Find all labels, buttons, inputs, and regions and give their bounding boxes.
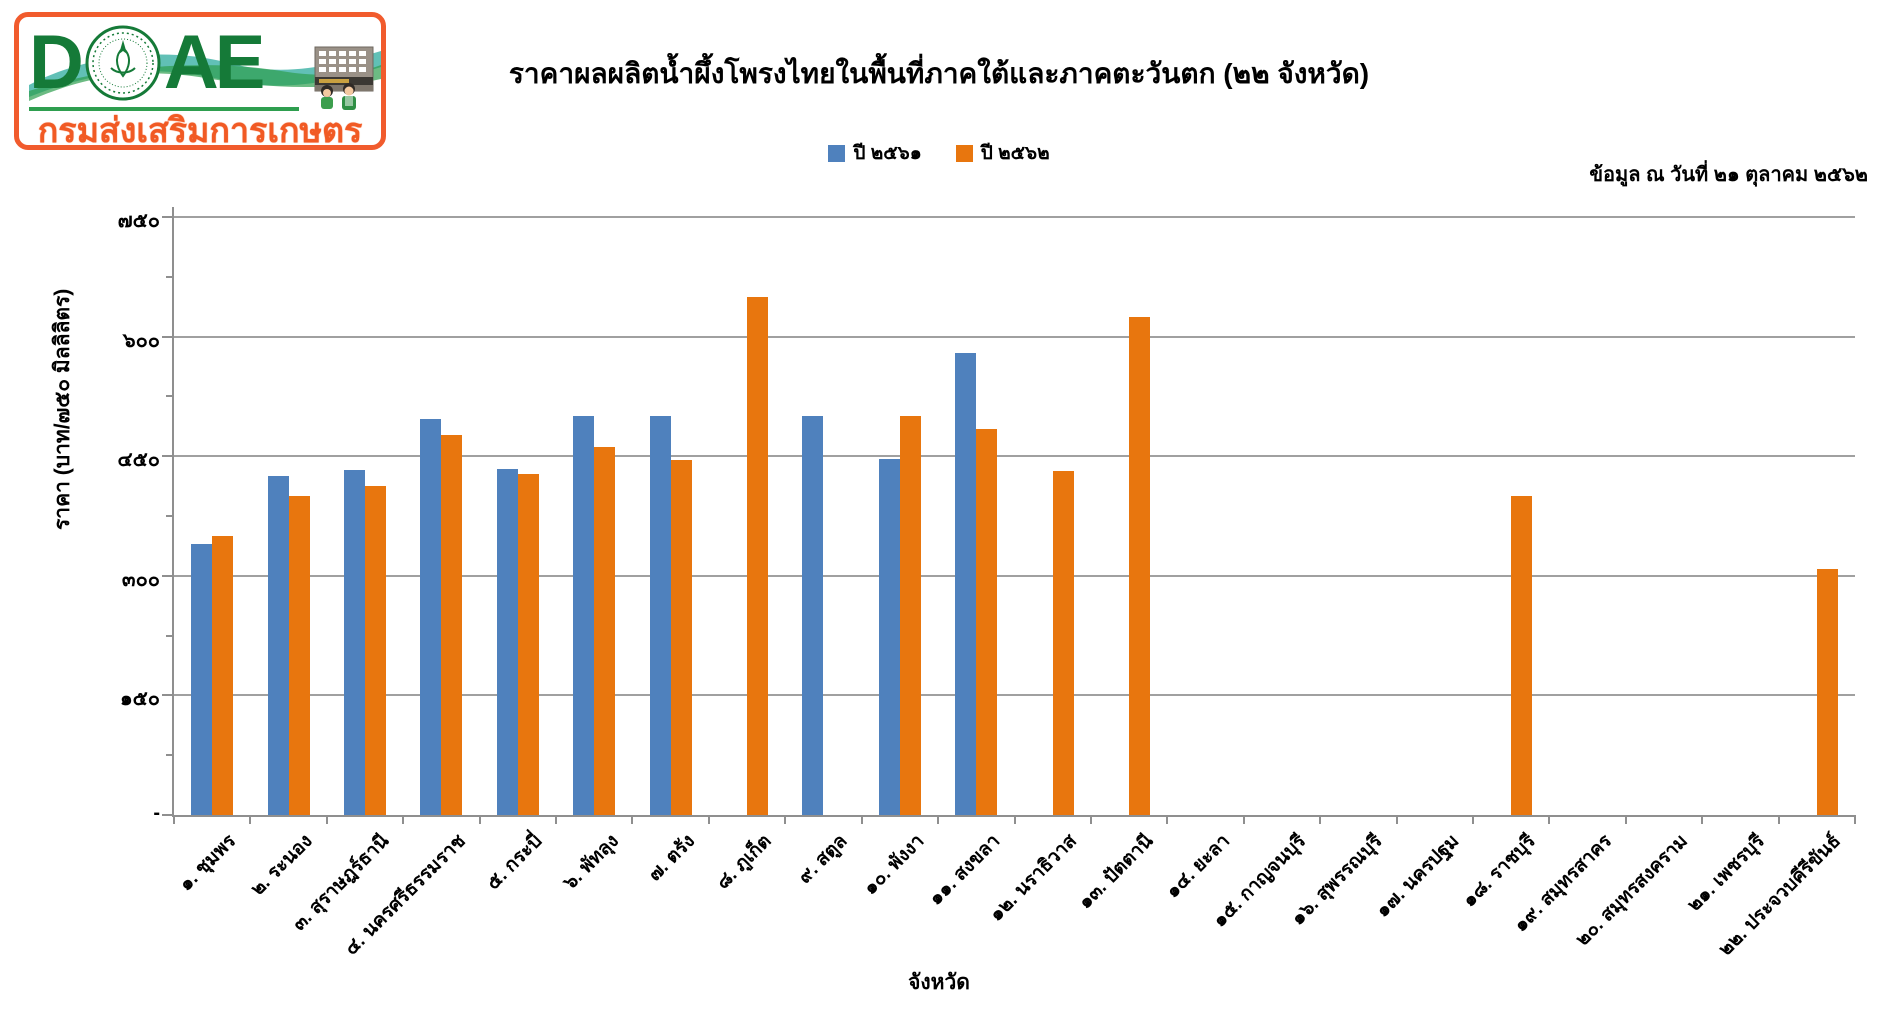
x-axis-tick [784,815,787,824]
legend-swatch-2561 [828,144,846,162]
x-axis-tick [249,815,252,824]
chart-title: ราคาผลผลิตน้ำผึ้งโพรงไทยในพื้นที่ภาคใต้แ… [508,58,1370,89]
y-axis-line [172,207,174,817]
legend-item-2562: ปี ๒๕๖๒ [955,138,1050,168]
y-axis-tick [166,395,174,398]
x-axis-tick [631,815,634,824]
legend-label-2562: ปี ๒๕๖๒ [980,143,1050,164]
y-tick-label-750: ๗๕๐ [117,210,160,232]
y-axis-tick [166,275,174,278]
y-tick-label-0: - [153,802,160,824]
y-axis-tick [162,814,174,816]
legend-item-2561: ปี ๒๕๖๑ [828,138,922,168]
y-axis-tick [162,335,174,338]
x-axis-tick [1624,815,1627,824]
bar-y2562-12 [1052,470,1074,815]
y-axis-tick [162,574,174,577]
x-axis-tick [1319,815,1322,824]
logo-building-icon [314,46,374,110]
bar-y2562-11 [976,429,998,815]
bar-y2562-6 [594,447,616,815]
bar-y2561-2 [267,476,289,815]
x-axis-tick [1013,815,1016,824]
logo-mascots [321,83,356,110]
x-axis-tick [1089,815,1092,824]
bar-y2562-8 [747,296,769,815]
x-axis-tick [707,815,710,824]
x-axis-tick [402,815,405,824]
y-axis-tick [166,515,174,517]
data-as-of-note: ข้อมูล ณ วันที่ ๒๑ ตุลาคม ๒๕๖๒ [1589,164,1868,186]
x-axis-tick [1548,815,1551,824]
bar-y2561-5 [496,468,518,815]
x-axis-tick [1777,815,1780,824]
bar-y2561-7 [649,416,671,815]
x-axis-tick [1471,815,1474,824]
y-tick-label-450: ๔๕๐ [117,449,160,472]
y-axis-tick [162,455,174,458]
x-category-label-10: ๑๐. พังงา [859,830,929,900]
x-category-label-7: ๗. ตรัง [644,830,700,886]
bar-y2562-7 [670,460,692,815]
x-category-label-5: ๕. กระบี่ [482,830,547,895]
x-category-label-8: ๘. ภูเก็ต [712,830,776,894]
doae-logo-row: D AE [29,23,381,107]
plot-area: ๑. ชุมพร ๒. ระนอง ๓. สุราษฎร์ธานี ๔. นครศรี… [173,216,1856,960]
bar-y2562-5 [517,473,539,815]
x-axis-tick [555,815,558,824]
gridline-300 [174,574,1855,577]
y-axis-title: ราคา (บาท/๗๕๐ มิลลิลิตร) [51,288,74,530]
bar-y2561-10 [878,459,900,815]
y-axis-tick [166,754,174,757]
logo-letter-d: D [29,20,84,105]
y-tick-label-300: ๓๐๐ [121,568,160,591]
logo-org-name: กรมส่งเสริมการเกษตร [37,112,363,150]
logo-underline [29,107,299,111]
logo-seal-icon [84,24,162,102]
bar-y2561-3 [344,469,366,815]
y-axis-tick [162,694,174,697]
y-axis-tick [166,634,174,637]
gridline-600 [174,335,1855,338]
bar-y2562-18 [1511,496,1533,815]
bar-y2562-1 [212,535,234,815]
x-axis-tick [860,815,863,824]
y-tick-label-600: ๖๐๐ [122,329,160,352]
bar-y2562-13 [1129,316,1151,815]
bar-y2562-3 [365,486,387,815]
x-category-label-9: ๙. สตูล [794,830,852,888]
legend-swatch-2562 [955,144,973,162]
bar-y2562-10 [899,416,921,815]
gridline-750 [174,216,1855,218]
x-category-label-13: ๑๓. ปัตตานี [1074,830,1158,914]
bar-y2562-22 [1816,568,1838,815]
bar-y2561-6 [573,416,595,815]
x-axis-title: จังหวัด [908,971,970,994]
bar-y2562-2 [288,496,310,815]
x-axis-tick [937,815,940,824]
y-axis-tick [162,216,174,218]
x-axis-tick [173,815,175,824]
legend-label-2561: ปี ๒๕๖๑ [853,143,922,164]
bar-y2562-4 [441,434,463,815]
x-axis-tick [1701,815,1704,824]
x-axis-tick [325,815,328,824]
x-axis-tick [1395,815,1398,824]
chart-legend: ปี ๒๕๖๑ ปี ๒๕๖๒ [0,138,1878,168]
x-axis-tick [1242,815,1245,824]
x-axis-tick [478,815,481,824]
bar-y2561-4 [420,418,442,815]
doae-logo: D AE [14,12,386,150]
logo-letters-ae: AE [163,20,266,105]
x-category-label-1: ๑. ชุมพร [175,830,241,896]
bar-y2561-1 [191,543,213,815]
gridline-150 [174,694,1855,697]
x-axis-tick [1166,815,1169,824]
y-tick-label-150: ๑๕๐ [119,688,160,711]
bar-y2561-11 [955,353,977,815]
x-category-label-6: ๖. พัทลุง [559,830,623,894]
x-axis-tick [1854,815,1856,824]
gridline-450 [174,455,1855,458]
bar-y2561-9 [802,416,824,815]
